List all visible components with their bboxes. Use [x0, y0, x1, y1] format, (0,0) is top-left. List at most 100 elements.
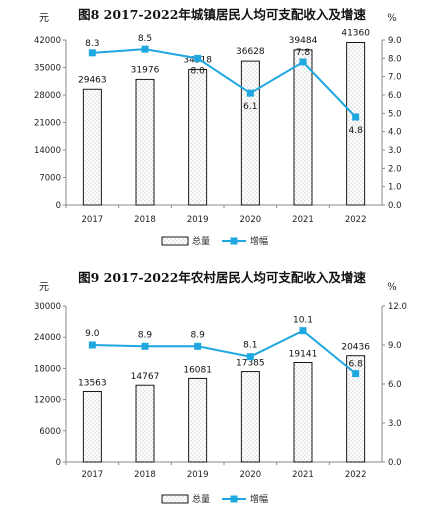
- left-tick-label: 30000: [34, 302, 61, 312]
- left-tick-label: 28000: [34, 91, 61, 101]
- right-tick-label: 4.0: [388, 128, 402, 138]
- rate-marker-2021: [299, 58, 307, 66]
- right-tick-label: 0.0: [388, 458, 402, 468]
- x-tick-label: 2022: [345, 470, 367, 480]
- bar-2018: [135, 384, 155, 463]
- rate-value-label: 8.5: [138, 34, 152, 44]
- right-tick-label: 8.0: [388, 54, 402, 64]
- bar-value-label: 20436: [341, 343, 370, 353]
- bar-2021: [293, 49, 313, 206]
- legend-line-label: 增幅: [250, 493, 268, 505]
- rate-value-label: 8.1: [243, 341, 257, 351]
- bar-2017: [82, 88, 102, 206]
- right-tick-label: 7.0: [388, 73, 402, 83]
- rate-value-label: 8.9: [191, 330, 206, 340]
- rate-marker-2021: [299, 327, 307, 335]
- rate-value-label: 8.0: [191, 66, 206, 76]
- left-tick-label: 14000: [34, 146, 61, 156]
- left-tick-label: 24000: [34, 333, 61, 343]
- right-tick-label: 0.0: [388, 201, 402, 211]
- bar-value-label: 29463: [78, 75, 107, 85]
- x-tick-label: 2021: [292, 215, 314, 225]
- bar-value-label: 36628: [236, 47, 265, 57]
- left-tick-label: 18000: [34, 364, 61, 374]
- right-tick-label: 12.0: [388, 302, 407, 312]
- x-tick-label: 2018: [134, 470, 156, 480]
- right-axis-unit: %: [387, 282, 397, 293]
- rate-marker-2017: [88, 341, 96, 349]
- right-tick-label: 9.0: [388, 341, 402, 351]
- x-tick-label: 2022: [345, 215, 367, 225]
- left-axis-unit: 元: [39, 282, 49, 293]
- bar-2020: [240, 60, 260, 206]
- rate-marker-2019: [194, 54, 202, 62]
- chart-title: 图8 2017-2022年城镇居民人均可支配收入及增速: [78, 7, 366, 22]
- bar-value-label: 31976: [131, 65, 160, 75]
- bar-2018: [135, 78, 155, 206]
- legend-line-label: 增幅: [250, 235, 268, 247]
- bar-2021: [293, 362, 313, 463]
- x-tick-label: 2020: [240, 470, 262, 480]
- bar-value-label: 13563: [78, 378, 107, 388]
- right-axis-unit: %: [387, 13, 397, 24]
- rate-value-label: 10.1: [293, 316, 313, 326]
- rate-marker-2020: [246, 89, 254, 97]
- legend-line-marker: [230, 237, 238, 245]
- bar-value-label: 41360: [341, 29, 370, 39]
- left-tick-label: 0: [56, 201, 61, 211]
- x-tick-label: 2019: [187, 215, 209, 225]
- rate-value-label: 6.1: [243, 102, 257, 112]
- rate-marker-2022: [352, 370, 360, 378]
- left-tick-label: 42000: [34, 36, 61, 46]
- legend-bar-swatch: [161, 494, 189, 504]
- bar-2020: [240, 371, 260, 463]
- chart-title: 图9 2017-2022年农村居民人均可支配收入及增速: [78, 270, 366, 285]
- bar-value-label: 17385: [236, 359, 265, 369]
- rate-value-label: 8.9: [138, 330, 153, 340]
- legend-bar-label: 总量: [192, 235, 210, 247]
- right-tick-label: 1.0: [388, 183, 402, 193]
- legend-bar-swatch: [161, 236, 189, 246]
- right-tick-label: 9.0: [388, 36, 402, 46]
- x-tick-label: 2020: [240, 215, 262, 225]
- rate-line: [92, 329, 357, 375]
- rate-line: [92, 48, 357, 118]
- bar-2022: [346, 355, 366, 463]
- rate-value-label: 8.3: [85, 39, 99, 49]
- bar-2019: [188, 68, 208, 206]
- x-tick-label: 2017: [82, 470, 104, 480]
- legend-bar-label: 总量: [192, 493, 210, 505]
- bar-value-label: 39484: [289, 36, 318, 46]
- rate-value-label: 7.8: [296, 48, 311, 58]
- left-tick-label: 7000: [39, 174, 61, 184]
- bar-2019: [188, 377, 208, 463]
- right-tick-label: 2.0: [388, 164, 402, 174]
- bar-2017: [82, 391, 102, 463]
- left-tick-label: 0: [56, 458, 61, 468]
- left-tick-label: 21000: [34, 119, 61, 129]
- x-tick-label: 2017: [82, 215, 104, 225]
- bar-value-label: 16081: [183, 365, 212, 375]
- right-tick-label: 3.0: [388, 419, 402, 429]
- rate-value-label: 9.0: [85, 329, 100, 339]
- right-tick-label: 5.0: [388, 109, 402, 119]
- rate-marker-2022: [352, 113, 360, 121]
- rate-marker-2018: [141, 45, 149, 53]
- urban-income-chart: 图8 2017-2022年城镇居民人均可支配收入及增速 元 % 0 7000 14000 2…: [34, 7, 402, 247]
- x-tick-label: 2019: [187, 470, 209, 480]
- left-axis-unit: 元: [39, 13, 49, 24]
- left-tick-label: 12000: [34, 396, 61, 406]
- x-tick-label: 2021: [292, 470, 314, 480]
- rate-marker-2019: [194, 342, 202, 350]
- left-tick-label: 6000: [39, 427, 61, 437]
- rate-marker-2017: [88, 49, 96, 57]
- bar-value-label: 14767: [131, 372, 160, 382]
- rate-marker-2018: [141, 342, 149, 350]
- right-tick-label: 6.0: [388, 380, 402, 390]
- x-tick-label: 2018: [134, 215, 156, 225]
- rate-marker-2020: [246, 353, 254, 361]
- rate-value-label: 6.8: [349, 360, 364, 370]
- rate-value-label: 4.8: [349, 126, 364, 136]
